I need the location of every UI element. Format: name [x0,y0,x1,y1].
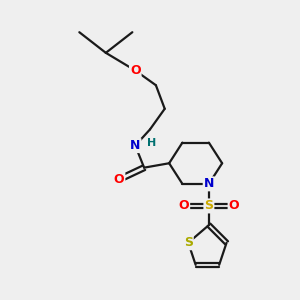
Text: O: O [178,200,189,212]
Text: N: N [130,139,140,152]
Text: N: N [204,177,214,190]
Text: O: O [114,173,124,186]
Text: H: H [147,138,156,148]
Text: O: O [130,64,141,77]
Text: O: O [229,200,239,212]
Text: S: S [184,236,193,249]
Text: S: S [204,200,213,212]
